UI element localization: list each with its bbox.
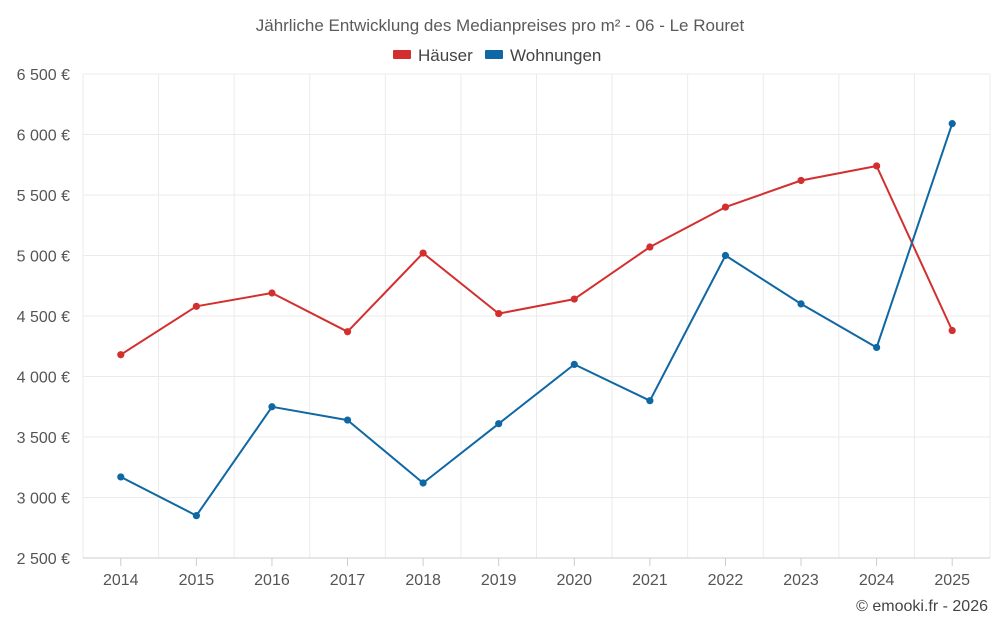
x-tick-label: 2022 — [708, 572, 744, 589]
legend-swatch-wohnungen — [485, 50, 503, 59]
x-tick-label: 2025 — [934, 572, 970, 589]
y-tick-label: 3 500 € — [17, 430, 70, 447]
data-point-haeuser-2025[interactable] — [948, 326, 956, 335]
data-point-wohnungen-2016[interactable] — [268, 403, 276, 411]
data-point-wohnungen-2022[interactable] — [721, 251, 730, 260]
x-tick-label: 2019 — [481, 572, 517, 589]
legend-item-wohnungen[interactable]: Wohnungen — [485, 46, 601, 65]
series — [117, 120, 956, 520]
x-tick-label: 2015 — [179, 572, 215, 589]
grid — [82, 73, 991, 559]
data-point-haeuser-2021[interactable] — [646, 243, 654, 251]
data-point-haeuser-2014[interactable] — [117, 351, 125, 359]
y-tick-label: 6 000 € — [17, 128, 70, 145]
y-tick-label: 6 500 € — [17, 67, 70, 84]
series-haeuser — [117, 162, 956, 359]
x-tick-label: 2018 — [405, 572, 441, 589]
data-point-wohnungen-2014[interactable] — [117, 473, 125, 481]
y-tick-label: 2 500 € — [17, 551, 70, 568]
data-point-wohnungen-2025[interactable] — [948, 120, 956, 128]
data-point-wohnungen-2017[interactable] — [343, 416, 352, 424]
data-point-haeuser-2024[interactable] — [873, 162, 881, 170]
x-tick-label: 2014 — [103, 572, 139, 589]
data-point-wohnungen-2023[interactable] — [797, 300, 805, 308]
legend-item-haeuser[interactable]: Häuser — [393, 46, 473, 65]
data-point-wohnungen-2018[interactable] — [419, 479, 427, 487]
data-point-wohnungen-2019[interactable] — [495, 420, 503, 428]
x-tick-label: 2023 — [783, 572, 819, 589]
data-point-wohnungen-2015[interactable] — [192, 512, 200, 520]
data-point-haeuser-2020[interactable] — [570, 295, 578, 303]
chart-title: Jährliche Entwicklung des Medianpreises … — [256, 16, 745, 35]
legend: Häuser Wohnungen — [393, 46, 601, 65]
data-point-haeuser-2015[interactable] — [192, 302, 200, 310]
data-point-wohnungen-2021[interactable] — [646, 397, 654, 405]
axes: 2 500 € 3 000 € 3 500 € 4 000 € 4 500 € 5 000… — [17, 67, 990, 589]
y-tick-label: 3 000 € — [17, 491, 70, 508]
data-point-haeuser-2016[interactable] — [268, 289, 276, 297]
x-tick-label: 2017 — [330, 572, 366, 589]
x-tick-label: 2024 — [859, 572, 895, 589]
y-tick-label: 5 000 € — [17, 249, 70, 266]
series-line-wohnungen — [120, 123, 954, 517]
data-point-haeuser-2022[interactable] — [721, 203, 730, 211]
data-point-wohnungen-2024[interactable] — [873, 343, 881, 352]
credit-text: © emooki.fr - 2026 — [856, 598, 988, 615]
series-wohnungen — [117, 120, 956, 520]
legend-label-wohnungen: Wohnungen — [510, 46, 601, 65]
y-tick-label: 4 500 € — [17, 309, 70, 326]
data-point-wohnungen-2020[interactable] — [570, 360, 578, 368]
x-tick-label: 2021 — [632, 572, 668, 589]
y-tick-label: 4 000 € — [17, 370, 70, 387]
series-line-haeuser — [120, 165, 954, 356]
x-tick-label: 2020 — [556, 572, 592, 589]
data-point-haeuser-2023[interactable] — [797, 176, 805, 185]
data-point-haeuser-2018[interactable] — [419, 249, 427, 257]
legend-label-haeuser: Häuser — [418, 46, 473, 65]
data-point-haeuser-2017[interactable] — [343, 328, 352, 336]
x-tick-label: 2016 — [254, 572, 290, 589]
data-point-haeuser-2019[interactable] — [495, 309, 503, 318]
legend-swatch-haeuser — [393, 50, 411, 59]
y-tick-label: 5 500 € — [17, 188, 70, 205]
